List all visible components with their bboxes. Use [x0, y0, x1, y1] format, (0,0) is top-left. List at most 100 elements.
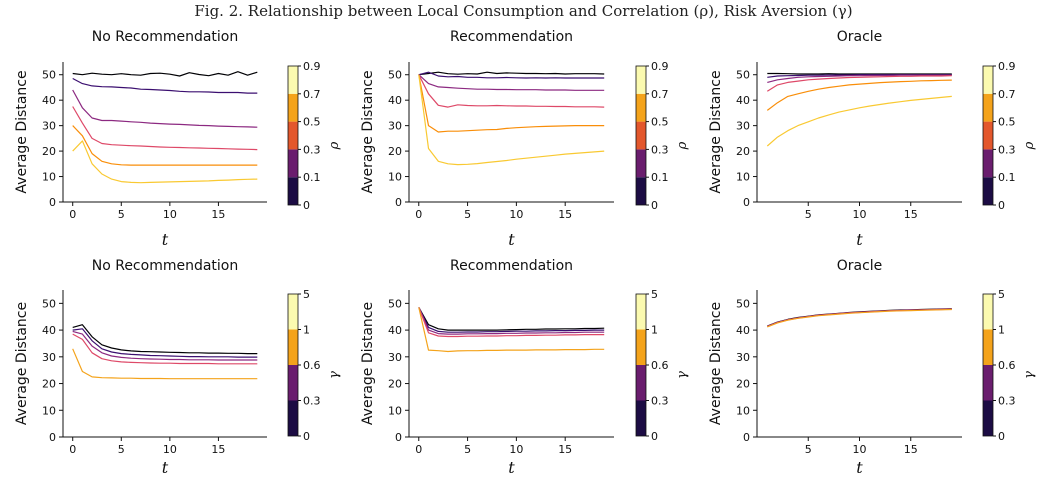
panel-2-ylabel: Average Distance	[360, 70, 376, 193]
panel-4-colorbar-label: γ	[327, 371, 342, 379]
panel-6-ytick-label: 10	[736, 404, 750, 417]
panel-2-colorbar-frame	[635, 65, 647, 206]
panel-1-colorbar-segment	[288, 93, 298, 122]
panel-2-ytick-label: 10	[388, 171, 402, 184]
panel-6-xtick-label: 15	[904, 443, 918, 456]
panel-6-colorbar-label: γ	[1022, 371, 1037, 379]
panel-2-colorbar-segment	[636, 121, 646, 150]
panel-6-series-line-4	[767, 308, 952, 328]
panel-2-ytick-label: 20	[388, 145, 402, 158]
panel-6-series-line-1	[767, 308, 952, 327]
panel-5-title: Recommendation	[450, 258, 573, 274]
panel-2-colorbar-tick-label: 0.9	[651, 60, 669, 73]
panel-3-series-line-3	[767, 74, 952, 83]
panel-5-colorbar-tick-label: 0.3	[651, 395, 669, 408]
panel-6-colorbar-segment	[983, 365, 993, 401]
panel-4-colorbar-segment	[288, 329, 298, 365]
panel-4-colorbar-segment	[288, 294, 298, 330]
panel-3-ytick-label: 20	[736, 145, 750, 158]
panel-3-ytick-label: 40	[736, 94, 750, 107]
panel-6-ytick-label: 50	[736, 297, 750, 310]
panel-1-series-line-2	[72, 77, 258, 94]
panel-2-series-line-6	[418, 74, 605, 166]
panel-1-colorbar-segment	[288, 121, 298, 150]
panel-4-xtick-label: 15	[211, 443, 225, 456]
panel-5-xtick-label: 0	[415, 443, 422, 456]
panel-5-colorbar-tick-label: 0	[651, 430, 658, 443]
panel-3-colorbar-tick-label: 0.7	[998, 88, 1016, 101]
panel-2-series-line-2	[418, 71, 605, 79]
panel-1-colorbar-frame	[287, 65, 299, 206]
panel-3-ytick-label: 0	[743, 196, 750, 209]
panel-5-xlabel: t	[508, 458, 515, 477]
panel-2-xtick-label: 10	[509, 208, 523, 221]
panel-6-colorbar-segment	[983, 329, 993, 365]
panel-2-colorbar-segment	[636, 177, 646, 205]
panel-3-title: Oracle	[837, 29, 883, 45]
panel-4-title: No Recommendation	[92, 258, 239, 274]
panel-6-colorbar-tick-label: 0.6	[998, 359, 1016, 372]
panel-5-xtick-label: 10	[509, 443, 523, 456]
panel-5-ytick-label: 30	[388, 351, 402, 364]
panel-5-colorbar-segment	[636, 400, 646, 436]
panel-6-colorbar-tick-label: 0.3	[998, 395, 1016, 408]
panel-5-xtick-label: 15	[558, 443, 572, 456]
panel-1-title: No Recommendation	[92, 29, 239, 45]
panel-5-colorbar-tick-label: 1	[651, 324, 658, 337]
panel-2-colorbar-label: ρ	[675, 141, 690, 150]
panel-2-colorbar-segment	[636, 93, 646, 122]
panel-6-colorbar-tick-label: 0	[998, 430, 1005, 443]
panel-4-colorbar-segment	[288, 400, 298, 436]
panel-1-ylabel: Average Distance	[14, 70, 30, 193]
panel-1-xtick-label: 0	[69, 208, 76, 221]
panel-3-colorbar-tick-label: 0.9	[998, 60, 1016, 73]
panel-3-colorbar-label: ρ	[1022, 141, 1037, 150]
panel-1-xtick-label: 5	[118, 208, 125, 221]
panel-4-colorbar-segment	[288, 365, 298, 401]
panel-5-colorbar-label: γ	[675, 371, 690, 379]
panel-6-colorbar-segment	[983, 400, 993, 436]
panel-1-series-line-5	[72, 125, 258, 166]
panel-2-series-line-3	[418, 74, 605, 91]
panel-5-ytick-label: 20	[388, 378, 402, 391]
panel-3-series-line-1	[767, 72, 952, 75]
panel-1-ytick-label: 30	[42, 120, 56, 133]
panel-2-colorbar-tick-label: 0.7	[651, 88, 669, 101]
panel-1-xtick-label: 15	[211, 208, 225, 221]
panel-4-series-line-4	[72, 333, 258, 365]
panel-1-xtick-label: 10	[163, 208, 177, 221]
panel-5-ylabel: Average Distance	[360, 302, 376, 425]
panel-1-ytick-label: 0	[49, 196, 56, 209]
panel-3-series-line-6	[766, 95, 952, 147]
panel-1-colorbar-tick-label: 0.5	[303, 116, 321, 129]
panel-2-xtick-label: 0	[415, 208, 422, 221]
panel-6-ytick-label: 30	[736, 351, 750, 364]
panel-6-ytick-label: 20	[736, 378, 750, 391]
panel-1-colorbar-label: ρ	[327, 141, 342, 150]
panel-5-series-line-1	[418, 307, 605, 331]
panel-5-series-line-3	[418, 307, 605, 335]
panel-4-series-line-5	[72, 348, 258, 380]
panel-2-xlabel: t	[508, 230, 515, 249]
panel-5-colorbar-segment	[636, 329, 646, 365]
panel-4-ytick-label: 30	[42, 351, 56, 364]
panel-1-colorbar-segment	[288, 149, 298, 178]
panel-4-ytick-label: 10	[42, 404, 56, 417]
panel-5-ytick-label: 0	[395, 431, 402, 444]
panel-1-colorbar-segment	[288, 66, 298, 94]
panel-4-series-line-3	[72, 330, 258, 361]
panel-4-xtick-label: 0	[69, 443, 76, 456]
panel-5-ytick-label: 10	[388, 404, 402, 417]
panel-1-colorbar-tick-label: 0.9	[303, 60, 321, 73]
panel-2-colorbar-tick-label: 0.1	[651, 171, 669, 184]
panel-1-colorbar-tick-label: 0.7	[303, 88, 321, 101]
panel-5-colorbar-segment	[636, 365, 646, 401]
panel-4-xtick-label: 5	[118, 443, 125, 456]
panel-3-colorbar-segment	[983, 149, 993, 178]
panel-1-ytick-label: 20	[42, 145, 56, 158]
panel-5-colorbar-tick-label: 0.6	[651, 359, 669, 372]
panel-3-ytick-label: 10	[736, 171, 750, 184]
panel-3-colorbar-tick-label: 0.3	[998, 143, 1016, 156]
panel-3-ytick-label: 30	[736, 120, 750, 133]
panel-2-ytick-label: 0	[395, 196, 402, 209]
